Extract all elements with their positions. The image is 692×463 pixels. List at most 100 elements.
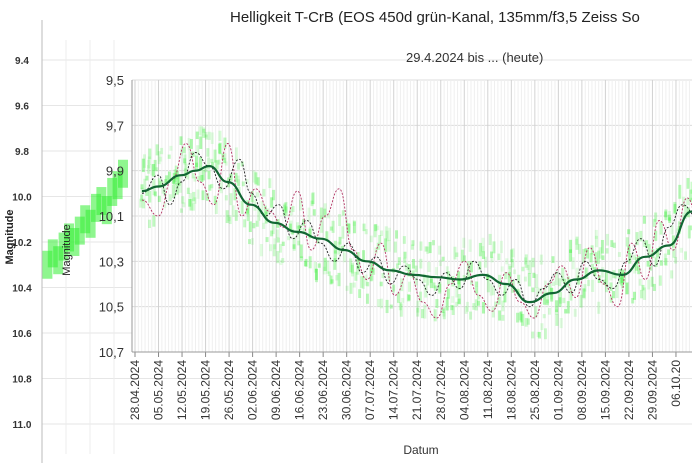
measurement-point: [315, 268, 319, 283]
outer-y-tick-label: 10.0: [12, 193, 32, 204]
measurement-point: [515, 312, 519, 323]
measurement-point: [330, 279, 334, 284]
inner-x-tick-label: 23.06.2024: [316, 360, 330, 420]
measurement-point: [583, 284, 587, 292]
measurement-point: [262, 222, 266, 229]
outer-y-tick-label: 10.8: [12, 375, 32, 386]
measurement-point: [664, 209, 668, 221]
measurement-point: [283, 203, 287, 211]
measurement-point: [181, 196, 185, 204]
measurement-point: [345, 285, 349, 291]
inner-y-tick-labels: 9,5 9,7 9,9 10,1 10,3 10,5 10,7: [99, 73, 124, 360]
measurement-point: [250, 191, 254, 203]
measurement-point: [195, 131, 199, 140]
measurement-point: [524, 317, 528, 327]
measurement-point: [157, 151, 161, 165]
measurement-point: [555, 271, 559, 286]
measurement-point: [497, 296, 501, 305]
measurement-point: [433, 285, 437, 291]
measurement-point: [457, 278, 461, 290]
measurement-point: [664, 258, 668, 266]
measurement-point: [167, 154, 171, 159]
measurement-point: [601, 267, 605, 278]
measurement-point: [380, 230, 384, 237]
measurement-point: [438, 259, 442, 267]
measurement-point: [195, 155, 199, 168]
measurement-point: [205, 193, 209, 201]
inner-y-tick-label: 9,9: [106, 164, 124, 179]
measurement-point: [503, 291, 507, 303]
measurement-point: [148, 219, 152, 229]
measurement-point: [327, 213, 331, 219]
measurement-point: [491, 307, 495, 318]
measurement-point: [214, 200, 218, 214]
measurement-point: [469, 261, 473, 273]
measurement-point: [627, 229, 631, 235]
measurement-point: [586, 249, 590, 259]
inner-x-tick-label: 14.07.2024: [387, 360, 401, 420]
measurement-point: [147, 165, 151, 174]
measurement-point: [690, 225, 692, 231]
measurement-point: [594, 252, 598, 265]
measurement-point: [527, 272, 531, 287]
measurement-point: [152, 179, 156, 188]
measurement-point: [551, 256, 555, 264]
measurement-point: [197, 175, 201, 181]
measurement-point: [647, 279, 651, 290]
measurement-point: [566, 276, 570, 283]
measurement-point: [569, 288, 573, 301]
outer-y-tick-label: 9.4: [15, 56, 29, 67]
measurement-point: [360, 276, 364, 288]
measurement-point: [504, 272, 508, 280]
measurement-point: [236, 162, 240, 170]
measurement-point: [492, 241, 496, 254]
measurement-point: [234, 209, 238, 221]
measurement-point: [231, 205, 235, 217]
measurement-point: [478, 261, 482, 270]
measurement-point: [398, 302, 402, 311]
measurement-point: [457, 271, 461, 285]
measurement-point: [640, 289, 644, 299]
measurement-point: [207, 170, 211, 180]
measurement-point: [686, 198, 690, 206]
measurement-point: [399, 303, 403, 317]
measurement-point: [284, 206, 288, 216]
measurement-point: [547, 308, 551, 315]
measurement-point: [356, 252, 360, 261]
measurement-point: [659, 221, 663, 235]
measurement-point: [528, 259, 532, 274]
measurement-point: [668, 211, 672, 221]
measurement-point: [198, 171, 202, 181]
measurement-point: [500, 266, 504, 272]
measurement-point: [535, 287, 539, 296]
inner-x-tick-label: 11.08.2024: [481, 360, 495, 419]
measurement-point: [188, 198, 192, 207]
measurement-point: [682, 196, 686, 208]
measurement-point: [619, 273, 623, 286]
measurement-point: [175, 183, 179, 195]
measurement-point: [539, 254, 543, 265]
measurement-point: [542, 292, 546, 305]
measurement-point: [575, 238, 579, 245]
measurement-point: [462, 237, 466, 248]
measurement-point: [260, 200, 264, 211]
measurement-point: [167, 171, 171, 181]
outer-scatter-points: [42, 159, 128, 279]
measurement-point: [352, 220, 356, 226]
measurement-point: [673, 203, 677, 213]
measurement-point: [521, 313, 525, 326]
measurement-point: [481, 251, 485, 259]
measurement-point: [200, 126, 204, 137]
inner-y-tick-label: 9,7: [106, 118, 124, 133]
measurement-point: [635, 257, 639, 271]
measurement-point: [178, 182, 182, 193]
measurement-point: [370, 275, 374, 281]
measurement-point: [379, 298, 383, 309]
inner-x-tick-label: 01.09.2024: [551, 360, 565, 420]
measurement-point: [208, 184, 212, 191]
measurement-point: [571, 257, 575, 270]
measurement-point: [638, 278, 642, 286]
measurement-point: [681, 212, 685, 219]
measurement-point: [352, 282, 356, 288]
measurement-point: [299, 244, 303, 258]
